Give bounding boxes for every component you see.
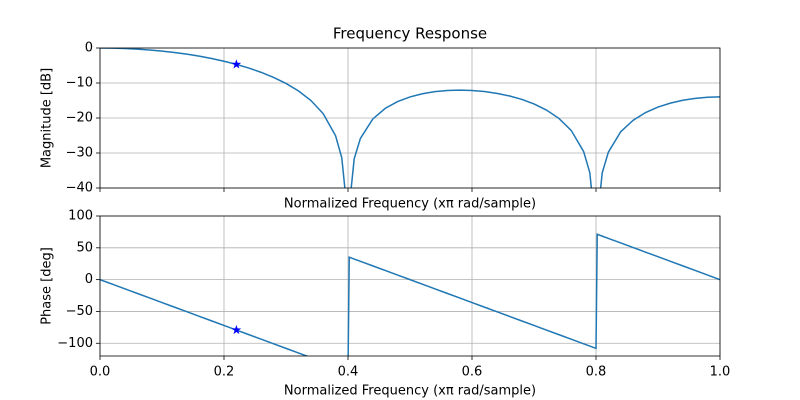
y-tick-label: −10 [66,76,93,91]
x-tick-label: 0.6 [462,365,483,380]
x-axis-label: Normalized Frequency (xπ rad/sample) [284,384,536,399]
x-tick-label: 1.0 [710,365,731,380]
y-tick-label: 100 [68,209,93,224]
y-tick-label: −30 [66,146,93,161]
y-tick-label: 0 [85,272,93,287]
x-tick-label: 0.0 [90,365,111,380]
x-tick-label: 0.4 [338,365,359,380]
x-tick-label: 0.2 [214,365,235,380]
y-axis-label: Magnitude [dB] [40,68,55,168]
y-tick-label: −40 [66,181,93,196]
y-tick-label: −50 [66,304,93,319]
chart-title: Frequency Response [333,25,487,43]
marker [231,59,242,69]
y-tick-label: 0 [85,41,93,56]
marker [231,325,242,335]
y-axis-label: Phase [deg] [40,247,55,325]
axes-frame [99,215,721,357]
data-line [100,48,720,188]
axes-frame [99,47,721,189]
plot-area [100,48,720,188]
data-line [100,233,720,356]
y-tick-label: −100 [57,336,93,351]
y-tick-label: −20 [66,111,93,126]
x-tick-label: 0.8 [586,365,607,380]
x-axis-label: Normalized Frequency (xπ rad/sample) [284,197,536,212]
y-tick-label: 50 [76,240,93,255]
plot-area [100,233,720,356]
